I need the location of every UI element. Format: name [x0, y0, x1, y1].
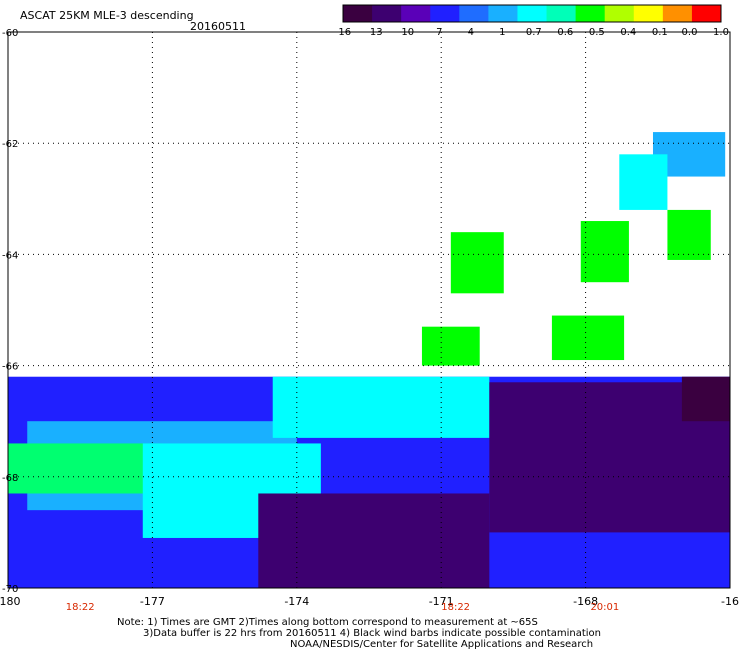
chart-title: ASCAT 25KM MLE-3 descending — [20, 10, 194, 22]
heatmap-cell — [451, 232, 504, 293]
heatmap-cell — [8, 443, 162, 493]
y-tick-label: -62 — [2, 139, 18, 150]
note-line-1: Note: 1) Times are GMT 2)Times along bot… — [117, 617, 538, 628]
colorbar-tick-label: -0.7 — [522, 27, 542, 38]
colorbar-tick-label: -10 — [398, 27, 414, 38]
heatmap-cell — [667, 210, 710, 260]
colorbar-segment — [547, 5, 577, 22]
colorbar-segment — [430, 5, 460, 22]
colorbar-segment — [488, 5, 518, 22]
note-line-3: NOAA/NESDIS/Center for Satellite Applica… — [290, 639, 593, 650]
colorbar-tick-label: -4 — [464, 27, 474, 38]
y-tick-label: -68 — [2, 473, 18, 484]
heatmap-cell — [619, 154, 667, 210]
time-label: 20:01 — [590, 602, 619, 613]
colorbar-tick-label: 0.0 — [682, 27, 698, 38]
colorbar-segment — [576, 5, 606, 22]
heatmap-cell — [258, 493, 489, 588]
y-tick-label: -66 — [2, 362, 18, 373]
heatmap-cell — [422, 327, 480, 366]
colorbar-segment — [634, 5, 664, 22]
x-tick-label: -16 — [721, 595, 739, 608]
colorbar-segment — [343, 5, 373, 22]
colorbar-segment — [372, 5, 402, 22]
colorbar-tick-label: -0.1 — [648, 27, 668, 38]
heatmap-cell — [581, 221, 629, 282]
heatmap-cell — [273, 377, 490, 438]
x-tick-label: -177 — [140, 595, 165, 608]
colorbar-tick-label: -13 — [366, 27, 382, 38]
y-tick-label: -60 — [2, 28, 18, 39]
chart-date: 20160511 — [190, 21, 246, 33]
note-line-2: 3)Data buffer is 22 hrs from 20160511 4)… — [143, 628, 601, 639]
heatmap-plot-area — [8, 132, 730, 588]
colorbar-segment — [401, 5, 431, 22]
colorbar-segment — [459, 5, 489, 22]
colorbar-tick-label: -1 — [496, 27, 506, 38]
time-label: 18:22 — [66, 602, 95, 613]
colorbar-tick-label: 1.0 — [713, 27, 729, 38]
colorbar-tick-label: -7 — [433, 27, 443, 38]
y-tick-label: -64 — [2, 250, 18, 261]
colorbar-tick-label: -0.6 — [554, 27, 574, 38]
colorbar-segment — [663, 5, 693, 22]
colorbar-segment — [517, 5, 547, 22]
colorbar-tick-label: -0.5 — [585, 27, 605, 38]
colorbar-tick-label: -16 — [335, 27, 351, 38]
y-tick-label: -70 — [2, 584, 18, 595]
heatmap-cell — [552, 316, 624, 360]
colorbar-segment — [692, 5, 722, 22]
x-tick-label: -174 — [284, 595, 309, 608]
colorbar: -16 -13 -10 -7 -4 -1 -0.7 -0.6 -0.5 -0.4 -0.1 0.0 1.… — [335, 5, 729, 38]
time-label: 18:22 — [441, 602, 470, 613]
x-tick-label: -180 — [0, 595, 20, 608]
colorbar-tick-label: -0.4 — [617, 27, 637, 38]
colorbar-segment — [605, 5, 635, 22]
heatmap-cell — [682, 377, 730, 421]
